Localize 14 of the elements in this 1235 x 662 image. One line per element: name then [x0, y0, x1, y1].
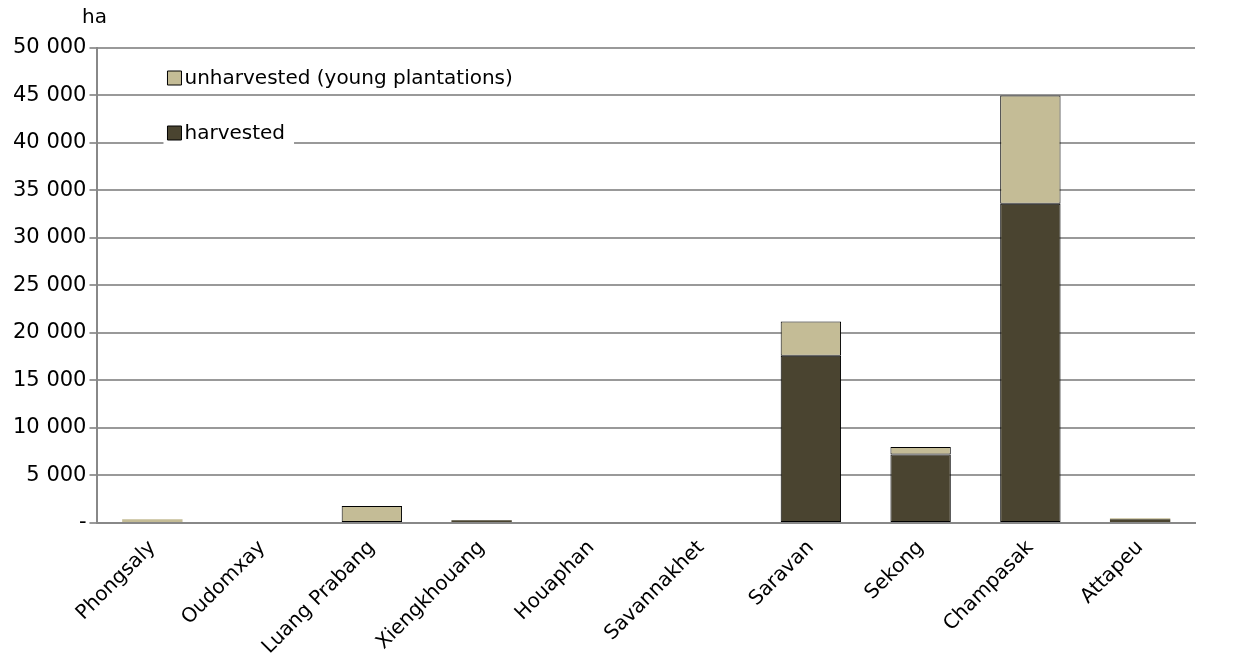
y-tick-label: 35 000 — [13, 176, 87, 201]
y-tick-label: 25 000 — [13, 271, 87, 296]
legend-label: harvested — [184, 120, 286, 145]
y-tick-label: 15 000 — [13, 366, 87, 391]
y-tick-label: 10 000 — [13, 414, 87, 439]
y-tick-label: 20 000 — [13, 319, 87, 344]
y-tick-label: 30 000 — [13, 224, 87, 249]
y-tick-label: 5 000 — [26, 461, 87, 486]
y-tick-label: - — [78, 509, 87, 534]
y-tick-label: 40 000 — [13, 129, 87, 154]
legend-label: unharvested (young plantations) — [184, 65, 513, 90]
y-axis-title: ha — [82, 4, 107, 28]
y-tick-label: 50 000 — [13, 34, 87, 59]
y-tick-label: 45 000 — [13, 81, 87, 106]
